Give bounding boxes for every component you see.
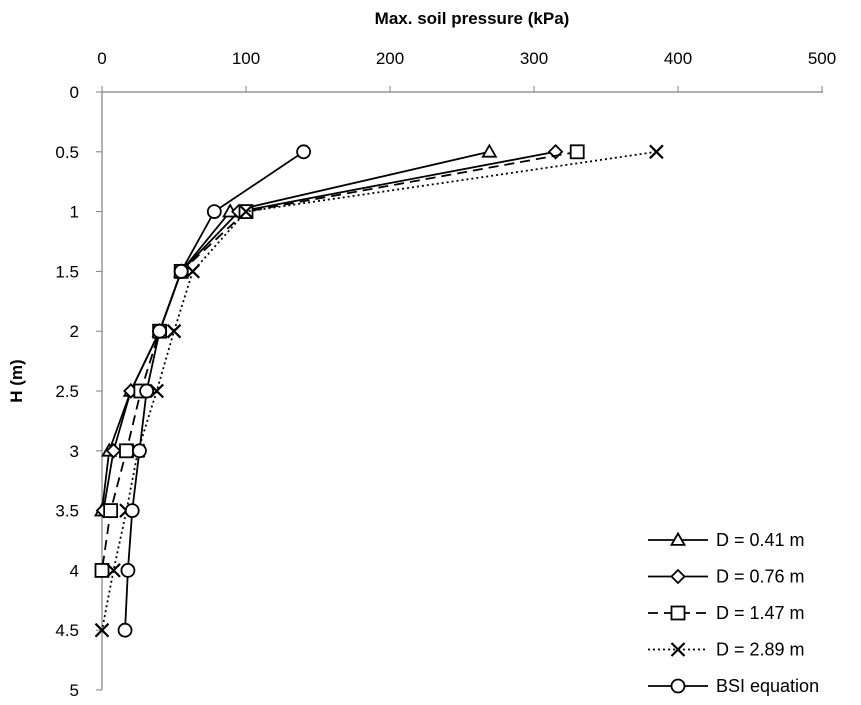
y-axis-title: H (m) xyxy=(7,359,26,402)
y-tick-label: 4.5 xyxy=(55,621,79,640)
data-point xyxy=(166,323,182,339)
legend-label: D = 2.89 m xyxy=(716,640,805,660)
x-tick-label: 300 xyxy=(520,49,548,68)
data-point xyxy=(185,264,200,279)
legend-item-1: D = 0.41 m xyxy=(648,530,805,550)
legend-marker xyxy=(670,678,686,694)
data-point xyxy=(152,323,168,339)
series-line xyxy=(102,150,556,511)
data-point xyxy=(173,263,189,279)
x-tick-label: 500 xyxy=(808,49,836,68)
y-tick-label: 0.5 xyxy=(55,143,79,162)
x-tick-label: 0 xyxy=(97,49,106,68)
data-point xyxy=(569,144,585,160)
data-point xyxy=(94,563,110,578)
x-marker-stroke xyxy=(670,642,686,657)
y-tick-label: 0 xyxy=(70,83,79,102)
series-line xyxy=(101,150,657,631)
legend-marker xyxy=(670,642,686,657)
series-3 xyxy=(94,144,585,578)
series-4 xyxy=(94,144,664,638)
x-marker-stroke xyxy=(238,204,254,219)
series-layer xyxy=(93,143,664,638)
data-point xyxy=(649,144,664,160)
axes: 0 100 200 300 400 500 0 0.5 1 1.5 2 2.5 3 3.5 4 4.5 5 xyxy=(55,49,836,700)
y-tick-label: 2 xyxy=(70,322,79,341)
data-point xyxy=(94,622,110,638)
y-tick-label: 5 xyxy=(70,681,79,700)
legend-item-2: D = 0.76 m xyxy=(648,567,805,587)
x-axis-title: Max. soil pressure (kPa) xyxy=(375,9,570,28)
legend-label: BSI equation xyxy=(716,676,819,696)
data-point xyxy=(296,144,312,160)
x-tick-label: 200 xyxy=(376,49,404,68)
legend: D = 0.41 m D = 0.76 m D = 1.47 m D = 2.89 m… xyxy=(648,530,819,696)
legend-item-3: D = 1.47 m xyxy=(648,603,805,623)
legend-label: D = 0.76 m xyxy=(716,567,805,587)
legend-marker xyxy=(669,531,687,546)
data-point xyxy=(120,563,136,578)
y-tick-label: 2.5 xyxy=(55,382,79,401)
x-marker-stroke xyxy=(94,622,110,638)
data-point xyxy=(105,443,122,459)
y-tick-label: 4 xyxy=(70,561,79,580)
x-marker-stroke xyxy=(166,323,182,339)
data-point xyxy=(481,143,498,158)
legend-item-4: D = 2.89 m xyxy=(648,640,805,660)
series-line xyxy=(101,150,578,571)
data-point xyxy=(106,563,121,578)
data-point xyxy=(124,503,140,519)
x-tick-label: 400 xyxy=(664,49,692,68)
y-tick-label: 3 xyxy=(70,442,79,461)
x-marker-stroke xyxy=(106,563,121,578)
data-point xyxy=(117,622,133,638)
legend-marker xyxy=(670,568,686,585)
x-tick-label: 100 xyxy=(232,49,260,68)
legend-marker xyxy=(670,605,686,621)
data-point xyxy=(132,443,147,459)
legend-label: D = 0.41 m xyxy=(716,530,805,550)
data-point xyxy=(238,204,254,219)
y-tick-label: 3.5 xyxy=(55,502,79,521)
series-5 xyxy=(117,144,312,638)
data-point xyxy=(119,443,134,459)
legend-item-5: BSI equation xyxy=(648,676,819,696)
y-tick-label: 1.5 xyxy=(55,262,79,281)
x-marker-stroke xyxy=(649,144,664,160)
data-point xyxy=(103,503,119,519)
data-point xyxy=(139,383,155,399)
x-marker-stroke xyxy=(185,264,200,279)
data-point xyxy=(206,204,222,220)
legend-label: D = 1.47 m xyxy=(716,603,805,623)
y-tick-label: 1 xyxy=(70,203,79,222)
